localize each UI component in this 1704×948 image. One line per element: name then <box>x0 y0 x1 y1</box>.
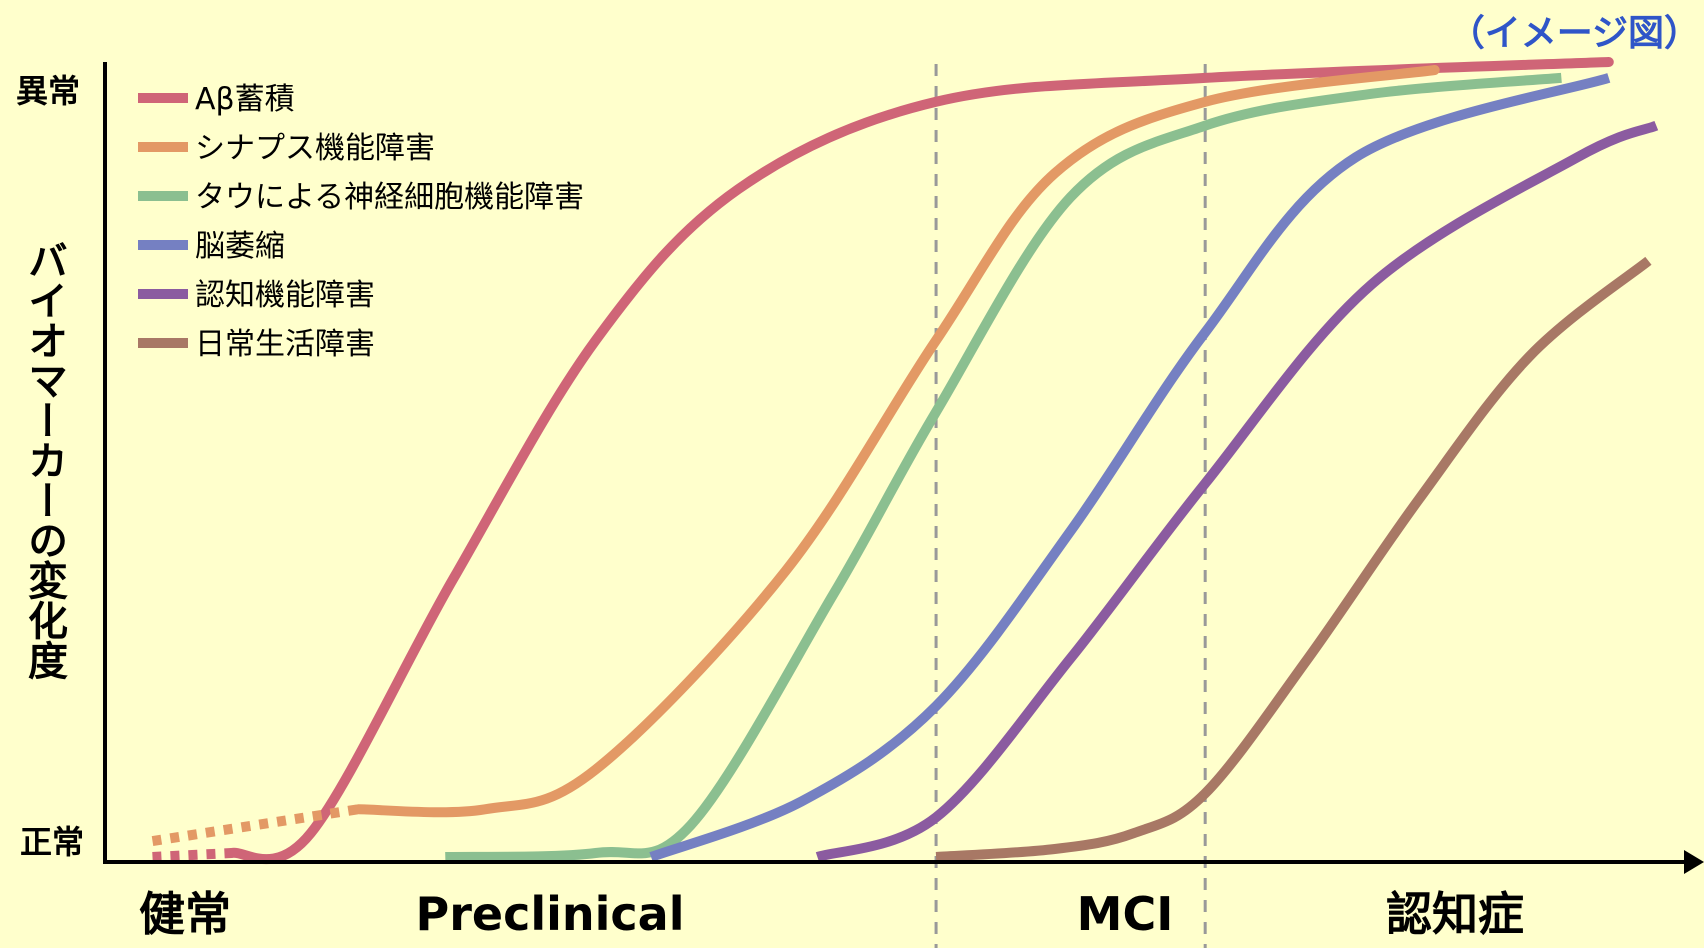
legend-label-6: 日常生活障害 <box>195 327 375 362</box>
series-layer <box>151 57 1659 865</box>
series-line-1 <box>226 57 1614 865</box>
note-label: （イメージ図） <box>1449 13 1700 54</box>
legend-label-5: 認知機能障害 <box>195 278 375 313</box>
series-line-6 <box>935 256 1652 862</box>
series-line-2 <box>353 65 1440 818</box>
stage-label-mci: MCI <box>1077 887 1174 941</box>
y-axis-label: バイオマーカーの変化度 <box>21 240 68 680</box>
series-line-1-dotted <box>152 848 232 862</box>
series-line-4 <box>649 73 1611 862</box>
stage-label-dementia: 認知症 <box>1386 887 1524 941</box>
grid-layer <box>934 64 1207 948</box>
series-line-3 <box>445 72 1562 862</box>
legend-label-2: シナプス機能障害 <box>195 131 435 166</box>
legend-label-1: Aβ蓄積 <box>195 82 295 117</box>
series-line-5 <box>815 120 1659 862</box>
legend-label-3: タウによる神経細胞機能障害 <box>195 180 584 215</box>
legend-label-4: 脳萎縮 <box>195 229 285 264</box>
y-tick-normal: 正常 <box>20 823 84 861</box>
x-axis-arrowhead <box>1684 850 1704 874</box>
stage-label-healthy: 健常 <box>139 887 231 941</box>
y-tick-abnormal: 異常 <box>16 72 80 110</box>
stage-label-preclinical: Preclinical <box>416 887 685 941</box>
